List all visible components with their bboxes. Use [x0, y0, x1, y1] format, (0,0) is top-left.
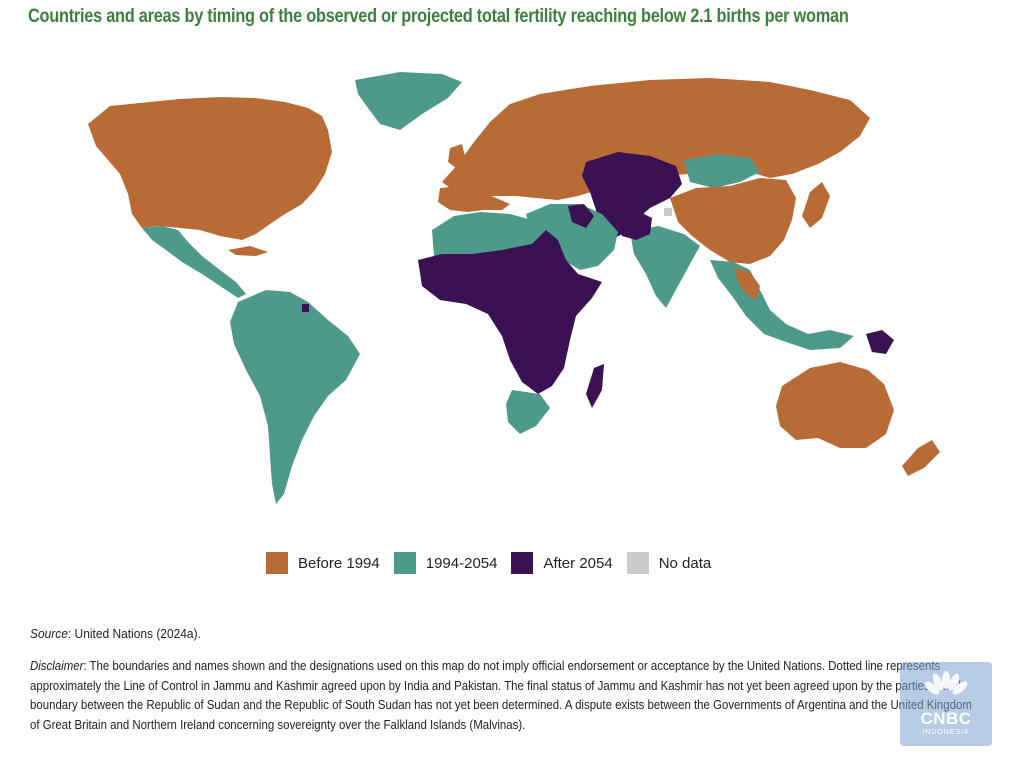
- peacock-icon: [924, 671, 968, 695]
- region-southern-africa: [506, 390, 550, 434]
- source-note: Source: United Nations (2024a).: [30, 626, 201, 641]
- region-iraq: [568, 204, 594, 228]
- region-southern-europe: [438, 186, 510, 212]
- legend-label: After 2054: [543, 554, 613, 572]
- region-south-asia: [630, 226, 700, 308]
- disclaimer-note: Disclaimer: The boundaries and names sho…: [30, 656, 980, 734]
- source-label: Source: [30, 626, 68, 641]
- source-text: : United Nations (2024a).: [67, 626, 201, 641]
- region-europe-russia: [442, 78, 870, 200]
- map-title: Countries and areas by timing of the obs…: [28, 6, 849, 27]
- region-sub-saharan-africa: [418, 230, 602, 394]
- legend-swatch: [626, 552, 649, 574]
- region-mongolia: [684, 154, 760, 188]
- cnbc-logo: CNBC INDONESIA: [900, 662, 992, 746]
- region-australia: [776, 362, 894, 448]
- world-map: [88, 72, 940, 504]
- region-middle-east: [526, 204, 618, 270]
- legend-item-after-2054: After 2054: [511, 552, 613, 574]
- disclaimer-text: : The boundaries and names shown and the…: [30, 658, 972, 732]
- region-central-asia: [582, 152, 682, 242]
- region-east-asia: [670, 178, 796, 264]
- region-japan: [802, 182, 830, 228]
- region-north-america: [88, 97, 332, 240]
- legend-swatch: [393, 552, 416, 574]
- region-south-america: [230, 290, 360, 504]
- logo-text: CNBC: [920, 709, 972, 728]
- disclaimer-label: Disclaimer: [30, 658, 84, 673]
- region-new-zealand: [902, 440, 940, 476]
- region-no-data: [664, 208, 672, 216]
- legend-item-1994-2054: 1994-2054: [393, 552, 498, 574]
- region-indochina: [734, 268, 760, 300]
- region-uk: [448, 144, 466, 168]
- region-png: [866, 330, 894, 354]
- legend-item-before-1994: Before 1994: [266, 552, 380, 574]
- region-caribbean: [228, 246, 268, 256]
- logo-subtext: INDONESIA: [922, 729, 970, 736]
- legend-swatch: [511, 552, 534, 574]
- region-madagascar: [586, 364, 604, 408]
- region-central-america: [142, 226, 246, 298]
- region-afghanistan: [614, 210, 652, 240]
- legend: Before 1994 1994-2054 After 2054 No data: [266, 551, 725, 575]
- legend-label: 1994-2054: [425, 554, 498, 572]
- legend-label: Before 1994: [298, 554, 380, 572]
- legend-item-no-data: No data: [626, 552, 712, 574]
- legend-label: No data: [658, 554, 712, 572]
- region-guiana: [302, 304, 309, 312]
- region-se-asia: [710, 260, 854, 350]
- legend-swatch: [266, 552, 288, 574]
- region-greenland: [355, 72, 462, 130]
